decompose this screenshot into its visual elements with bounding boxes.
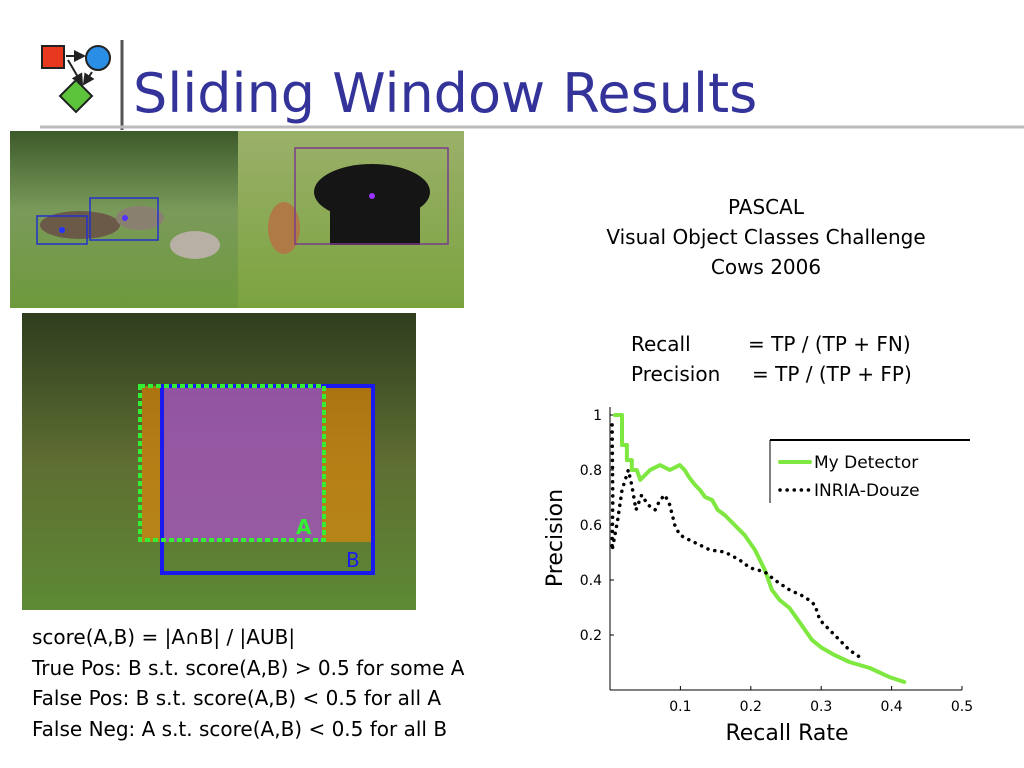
slide-title: Sliding Window Results	[133, 62, 757, 125]
y-tick-label: 0.4	[580, 573, 602, 589]
photo	[238, 131, 464, 308]
series-line	[612, 413, 907, 684]
chart: 0.1 0.2 0.3 0.4 0.5 0.2 0.4 0.6 0.8 1 Recall Rate P…	[543, 407, 973, 746]
formula-name: Precision	[631, 362, 720, 386]
x-tick-label: 0.1	[669, 699, 691, 715]
formula-name: Recall	[631, 332, 691, 356]
score-line: False Pos: B s.t. score(A,B) < 0.5 for a…	[32, 686, 441, 710]
photo	[10, 131, 238, 308]
x-tick-label: 0.4	[880, 699, 902, 715]
legend-label: INRIA-Douze	[814, 481, 920, 501]
x-axis-label: Recall Rate	[725, 721, 848, 746]
y-tick-label: 0.6	[580, 518, 602, 534]
x-tick-label: 0.5	[951, 699, 973, 715]
formula: = TP / (TP + FN)	[748, 332, 911, 356]
pascal-line: PASCAL	[728, 195, 805, 219]
box-label: A	[296, 515, 312, 539]
x-tick-label: 0.3	[810, 699, 832, 715]
x-tick-label: 0.2	[740, 699, 762, 715]
formula: = TP / (TP + FP)	[752, 362, 912, 386]
score-line: score(A,B) = |A∩B| / |AUB|	[32, 625, 295, 649]
series-line	[610, 423, 864, 660]
box-label: B	[346, 548, 360, 572]
legend-label: My Detector	[814, 453, 918, 473]
y-tick-label: 0.2	[580, 628, 602, 644]
y-tick-label: 0.8	[580, 463, 602, 479]
photo: A B	[22, 313, 416, 610]
score-line: True Pos: B s.t. score(A,B) > 0.5 for so…	[31, 656, 465, 680]
pascal-line: Cows 2006	[711, 255, 821, 279]
logo	[41, 45, 111, 114]
y-tick-label: 1	[593, 408, 602, 424]
pascal-line: Visual Object Classes Challenge	[606, 225, 925, 249]
y-axis-label: Precision	[543, 489, 568, 587]
score-line: False Neg: A s.t. score(A,B) < 0.5 for a…	[32, 717, 447, 741]
